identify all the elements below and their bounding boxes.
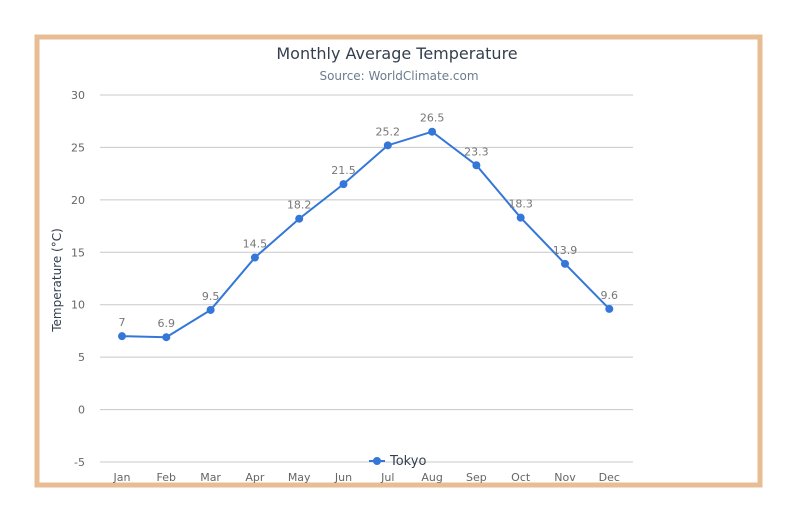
x-tick-label: Jan <box>113 471 131 484</box>
data-point[interactable] <box>250 253 259 262</box>
chart-title: Monthly Average Temperature <box>276 44 517 63</box>
data-label: 6.9 <box>158 317 176 330</box>
data-label: 9.6 <box>601 289 619 302</box>
data-point[interactable] <box>162 333 171 342</box>
x-tick-label: Sep <box>466 471 487 484</box>
y-axis-label: Temperature (°C) <box>50 228 64 333</box>
x-tick-label: Oct <box>511 471 531 484</box>
gridlines <box>100 94 633 463</box>
data-point[interactable] <box>516 213 525 222</box>
chart-subtitle: Source: WorldClimate.com <box>319 69 478 83</box>
x-axis-ticks: Jan Feb Mar Apr May Jun Jul Aug Sep Oct Nov Dec <box>113 471 620 484</box>
y-axis-ticks: 30 25 20 15 10 5 0 -5 <box>71 89 85 469</box>
y-tick-label: 10 <box>71 299 85 312</box>
y-tick-label: 15 <box>71 246 85 259</box>
x-tick-label: Feb <box>157 471 176 484</box>
y-tick-label: 20 <box>71 194 85 207</box>
x-tick-label: Mar <box>200 471 221 484</box>
data-label: 26.5 <box>420 112 445 125</box>
data-point[interactable] <box>118 332 126 341</box>
data-label: 25.2 <box>376 125 401 138</box>
legend-dot-marker <box>373 457 381 465</box>
x-tick-label: Jul <box>380 471 394 484</box>
data-label: 21.5 <box>331 164 356 177</box>
data-label: 14.5 <box>243 238 268 251</box>
data-label: 18.2 <box>287 199 312 212</box>
x-tick-label: Nov <box>554 471 576 484</box>
data-point[interactable] <box>295 214 304 223</box>
data-point[interactable] <box>428 127 437 136</box>
series-line <box>121 130 611 339</box>
x-tick-label: Dec <box>599 471 620 484</box>
legend-item-tokyo[interactable]: Tokyo <box>389 454 426 469</box>
series-tokyo <box>118 127 614 342</box>
data-label: 23.3 <box>464 145 489 158</box>
y-tick-label: 25 <box>71 141 85 154</box>
y-tick-label: 0 <box>78 404 85 417</box>
y-tick-label: 30 <box>71 89 85 102</box>
data-point[interactable] <box>472 161 481 170</box>
data-point[interactable] <box>383 141 392 150</box>
data-label: 13.9 <box>553 244 578 257</box>
x-tick-label: Jun <box>334 471 352 484</box>
x-tick-label: May <box>288 471 311 484</box>
data-label: 9.5 <box>202 290 220 303</box>
data-point[interactable] <box>561 259 569 268</box>
data-labels: 7 6.9 9.5 14.5 18.2 21.5 25.2 26.5 23.3 18.3 13.9 9… <box>119 112 619 331</box>
x-tick-label: Apr <box>245 471 265 484</box>
data-label: 18.3 <box>508 198 533 211</box>
data-label: 7 <box>119 316 126 329</box>
legend[interactable]: Tokyo <box>369 454 426 469</box>
data-point[interactable] <box>339 180 348 189</box>
y-tick-label: 5 <box>78 351 85 364</box>
data-point[interactable] <box>206 305 215 314</box>
data-point[interactable] <box>605 304 614 313</box>
x-tick-label: Aug <box>421 471 442 484</box>
y-tick-label: -5 <box>74 456 85 469</box>
chart-frame <box>34 34 763 488</box>
